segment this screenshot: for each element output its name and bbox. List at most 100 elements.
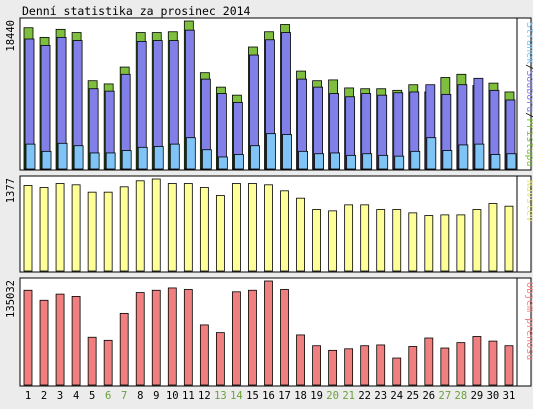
bar-pages-day-21 — [346, 154, 357, 170]
bar-pages-day-29 — [474, 143, 485, 170]
bar-pages-day-26 — [426, 137, 437, 170]
bar-pages-day-9 — [153, 146, 164, 170]
ymax-label-requests: 18440 — [5, 20, 17, 52]
bar-visits-day-22 — [360, 204, 370, 272]
chart-panel-visits: 1377 Návštěv — [5, 175, 533, 273]
bar-pages-day-13 — [217, 156, 228, 170]
bar-visits-day-15 — [248, 183, 257, 272]
bar-kbytes-day-3 — [55, 293, 65, 386]
bar-kbytes-day-17 — [280, 289, 289, 386]
bar-visits-day-10 — [167, 183, 177, 272]
x-tick-label-8: 8 — [137, 390, 143, 402]
ymax-label-visits: 1377 — [5, 178, 17, 203]
bar-pages-day-11 — [185, 137, 196, 170]
bar-pages-day-8 — [137, 146, 148, 170]
bar-visits-day-27 — [440, 214, 450, 272]
bar-kbytes-day-22 — [360, 345, 370, 386]
bar-kbytes-day-20 — [328, 349, 338, 386]
bar-kbytes-day-29 — [472, 336, 482, 386]
bar-pages-day-31 — [506, 153, 517, 170]
bar-visits-day-8 — [135, 180, 145, 272]
bar-visits-day-31 — [504, 205, 514, 272]
bar-pages-day-23 — [378, 154, 389, 170]
bar-kbytes-day-9 — [151, 289, 161, 386]
bar-kbytes-day-24 — [392, 357, 402, 386]
bar-pages-day-5 — [89, 152, 100, 170]
bar-kbytes-day-18 — [296, 334, 305, 386]
x-tick-label-7: 7 — [121, 390, 127, 402]
bar-files-day-2 — [40, 44, 51, 170]
bar-pages-day-10 — [169, 143, 180, 170]
x-tick-label-19: 19 — [310, 390, 323, 402]
bar-visits-day-1 — [23, 185, 33, 272]
bar-visits-day-19 — [312, 209, 321, 272]
legend-visits: Návštěv — [524, 180, 533, 222]
x-tick-label-21: 21 — [342, 390, 355, 402]
bar-visits-day-29 — [472, 209, 482, 272]
x-tick-label-5: 5 — [89, 390, 95, 402]
bar-kbytes-day-13 — [215, 332, 225, 386]
x-tick-label-28: 28 — [455, 390, 468, 402]
x-tick-label-26: 26 — [422, 390, 435, 402]
legend-strip-requests — [516, 17, 532, 171]
bar-visits-day-11 — [183, 183, 193, 272]
x-tick-label-17: 17 — [278, 390, 291, 402]
x-tick-label-18: 18 — [294, 390, 307, 402]
bar-pages-day-1 — [25, 143, 36, 170]
bar-pages-day-17 — [282, 134, 292, 170]
x-tick-label-6: 6 — [105, 390, 111, 402]
bar-pages-day-28 — [458, 144, 469, 170]
bar-kbytes-day-25 — [408, 346, 418, 386]
bar-visits-day-3 — [55, 183, 65, 272]
x-tick-label-10: 10 — [166, 390, 179, 402]
bar-visits-day-7 — [119, 186, 129, 272]
bar-pages-day-24 — [394, 155, 405, 170]
ymax-label-kbytes: 135032 — [5, 280, 17, 318]
bar-visits-day-20 — [328, 210, 338, 272]
chart-panel-requests: 18440 Stránek/Souborů/Přístupů — [5, 17, 533, 171]
x-tick-label-31: 31 — [503, 390, 516, 402]
chart-panel-kbytes: 135032 Objem přenosu — [5, 277, 533, 387]
bar-kbytes-day-10 — [167, 287, 177, 386]
bar-pages-day-16 — [266, 133, 276, 170]
bar-pages-day-18 — [298, 150, 308, 170]
x-tick-label-3: 3 — [57, 390, 63, 402]
x-tick-label-22: 22 — [358, 390, 371, 402]
chart-title: Denní statistika za prosinec 2014 — [22, 4, 251, 18]
bar-visits-day-26 — [424, 215, 434, 272]
bar-visits-day-13 — [215, 195, 225, 272]
bar-kbytes-day-28 — [456, 342, 466, 386]
legend-kbytes: Objem přenosu — [524, 282, 533, 360]
x-tick-label-2: 2 — [41, 390, 47, 402]
bar-visits-day-12 — [199, 187, 209, 272]
bar-pages-day-27 — [442, 150, 453, 170]
bar-kbytes-day-26 — [424, 337, 434, 386]
bar-pages-day-2 — [41, 150, 52, 170]
legend-entry-1: Souborů — [524, 70, 533, 112]
x-tick-label-20: 20 — [326, 390, 339, 402]
legend-strip-kbytes — [516, 277, 532, 387]
bar-visits-day-18 — [296, 197, 305, 272]
bar-visits-day-14 — [232, 183, 241, 272]
bar-kbytes-day-7 — [119, 312, 129, 386]
bar-kbytes-day-21 — [344, 348, 354, 386]
bar-pages-day-12 — [201, 149, 212, 170]
bar-kbytes-day-8 — [135, 292, 145, 386]
x-tick-label-25: 25 — [406, 390, 419, 402]
bar-visits-day-6 — [103, 191, 113, 272]
x-tick-label-30: 30 — [487, 390, 500, 402]
bar-pages-day-25 — [410, 150, 421, 170]
legend-strip-visits — [516, 175, 532, 273]
bar-kbytes-day-27 — [440, 347, 450, 386]
bar-visits-day-21 — [344, 204, 354, 272]
legend-requests: Stránek/Souborů/Přístupů — [524, 22, 533, 167]
bar-pages-day-15 — [250, 145, 260, 170]
bar-kbytes-day-2 — [39, 299, 49, 386]
bar-visits-day-17 — [280, 190, 289, 272]
bar-kbytes-day-23 — [376, 344, 386, 386]
x-tick-label-9: 9 — [153, 390, 159, 402]
bar-visits-day-4 — [71, 184, 81, 272]
bar-visits-day-28 — [456, 214, 466, 272]
bar-kbytes-day-6 — [103, 339, 113, 386]
